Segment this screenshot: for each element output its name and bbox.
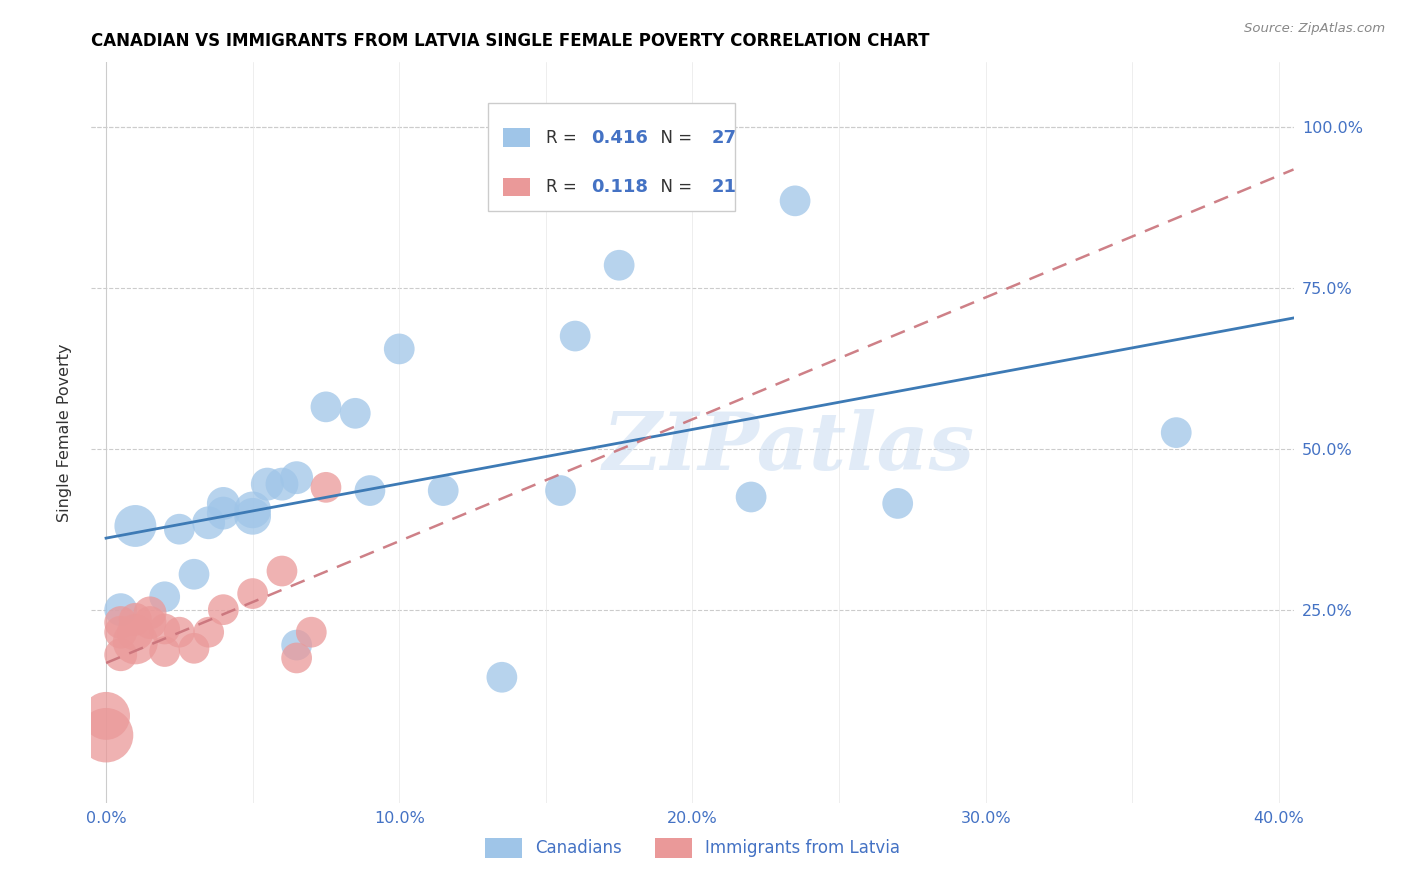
Point — [153, 644, 176, 658]
Point — [564, 329, 586, 343]
Text: Source: ZipAtlas.com: Source: ZipAtlas.com — [1244, 22, 1385, 36]
Point — [285, 471, 308, 485]
Point — [886, 496, 908, 510]
Point — [491, 670, 513, 684]
Point — [1166, 425, 1188, 440]
Point — [285, 651, 308, 665]
Text: N =: N = — [651, 128, 697, 146]
Point — [607, 258, 630, 272]
Point — [285, 638, 308, 652]
Point — [94, 728, 117, 742]
Point — [242, 509, 264, 524]
Point — [344, 406, 367, 420]
Point — [242, 503, 264, 517]
Text: 21: 21 — [711, 178, 737, 196]
Point — [212, 506, 235, 520]
Text: R =: R = — [546, 128, 582, 146]
Point — [271, 564, 294, 578]
Point — [197, 516, 219, 530]
Point — [315, 400, 337, 414]
Point — [783, 194, 806, 208]
Point — [110, 602, 132, 616]
Point — [169, 522, 191, 536]
Point — [110, 625, 132, 640]
Text: R =: R = — [546, 178, 582, 196]
Point — [271, 477, 294, 491]
Point — [299, 625, 322, 640]
Point — [197, 625, 219, 640]
Point — [256, 477, 278, 491]
Point — [110, 615, 132, 630]
Point — [183, 641, 205, 656]
Point — [169, 625, 191, 640]
Point — [242, 586, 264, 600]
Point — [139, 615, 162, 630]
Point — [315, 480, 337, 494]
Text: 0.118: 0.118 — [592, 178, 648, 196]
Point — [124, 635, 146, 649]
Text: 27: 27 — [711, 128, 737, 146]
Point — [550, 483, 572, 498]
Text: N =: N = — [651, 178, 697, 196]
Point — [139, 606, 162, 620]
Point — [110, 648, 132, 662]
FancyBboxPatch shape — [502, 178, 530, 196]
FancyBboxPatch shape — [502, 128, 530, 147]
Point — [212, 602, 235, 616]
Point — [94, 709, 117, 723]
Point — [432, 483, 454, 498]
Text: 0.416: 0.416 — [592, 128, 648, 146]
Y-axis label: Single Female Poverty: Single Female Poverty — [58, 343, 72, 522]
Point — [124, 519, 146, 533]
Point — [183, 567, 205, 582]
Point — [124, 625, 146, 640]
Legend: Canadians, Immigrants from Latvia: Canadians, Immigrants from Latvia — [478, 831, 907, 865]
Point — [212, 496, 235, 510]
Point — [359, 483, 381, 498]
FancyBboxPatch shape — [488, 103, 734, 211]
Text: CANADIAN VS IMMIGRANTS FROM LATVIA SINGLE FEMALE POVERTY CORRELATION CHART: CANADIAN VS IMMIGRANTS FROM LATVIA SINGL… — [91, 32, 929, 50]
Point — [153, 622, 176, 636]
Point — [153, 590, 176, 604]
Point — [740, 490, 762, 504]
Point — [388, 342, 411, 356]
Point — [124, 612, 146, 626]
Text: ZIPatlas: ZIPatlas — [603, 409, 974, 486]
